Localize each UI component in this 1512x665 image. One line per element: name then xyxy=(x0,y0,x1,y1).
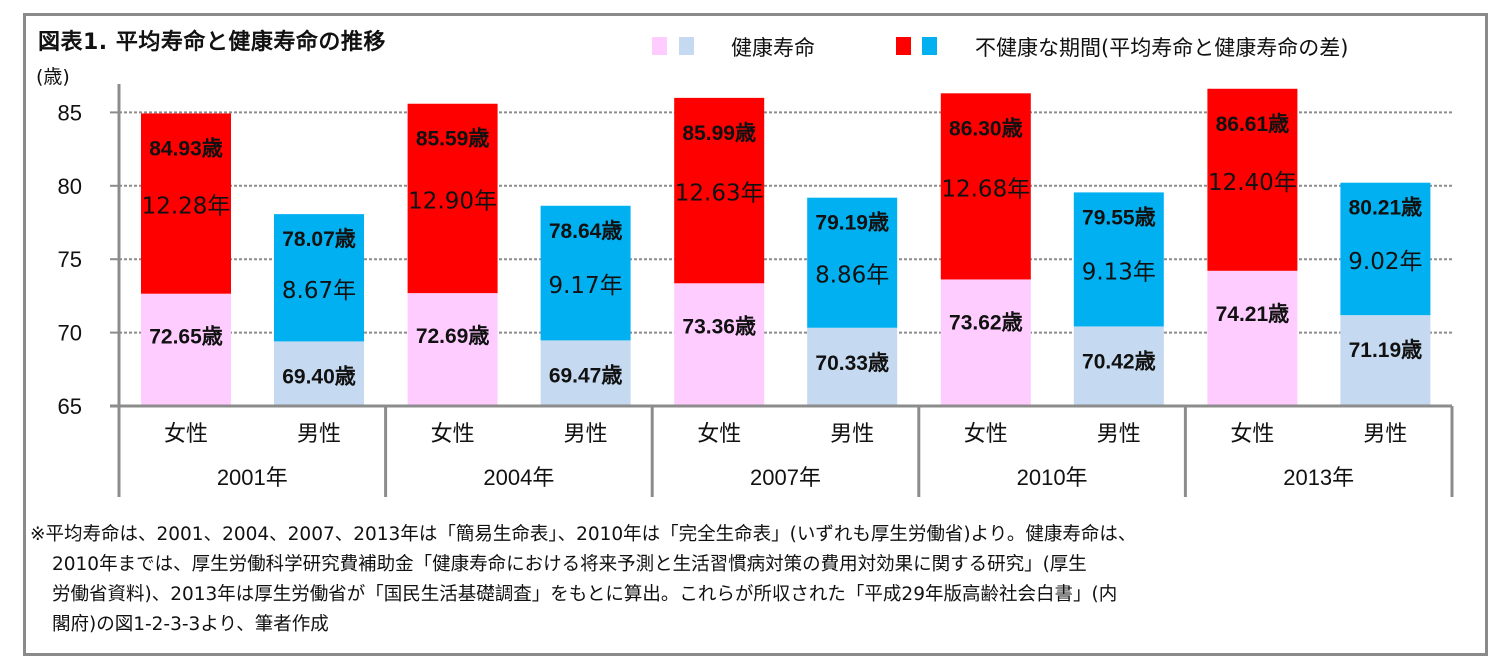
x-group-label: 2004年 xyxy=(483,465,554,490)
bar-segment-healthy xyxy=(540,340,631,406)
bar-segment-unhealthy xyxy=(1340,182,1431,316)
note-line: 労働省資料)、2013年は厚生労働省が「国民生活基礎調査」をもとに算出。これらが… xyxy=(52,584,1118,605)
bar-segment-unhealthy xyxy=(540,205,631,341)
note-line: 2010年までは、厚生労働科学研究費補助金「健康寿命における将来予測と生活習慣病… xyxy=(52,554,1087,575)
bar-segment-unhealthy xyxy=(1207,88,1298,271)
bar-segment-healthy xyxy=(407,293,498,406)
bar-segment-unhealthy xyxy=(674,97,765,284)
data-label-life-expectancy: 80.21歳 xyxy=(1349,197,1423,220)
bar-segment-healthy xyxy=(807,327,898,406)
x-group-label: 2001年 xyxy=(217,465,288,490)
bar-segment-unhealthy xyxy=(807,197,898,328)
y-tick-label: 75 xyxy=(58,247,82,272)
chart-title: 図表1. 平均寿命と健康寿命の推移 xyxy=(38,30,386,55)
data-labels: 84.93歳 12.28年 72.65歳 78.07歳 8.67年 69.40歳 85.59… xyxy=(142,113,1423,389)
y-tick-label: 80 xyxy=(58,174,82,199)
axes: 6570758085女性 男性2001年女性 男性2004年女性 男性2007年女性男… xyxy=(58,84,1454,497)
note-line: 閣府)の図1-2-3-3より、筆者作成 xyxy=(52,614,329,635)
legend-swatch-unhealthy-male xyxy=(922,37,937,55)
bar-segment-healthy xyxy=(141,293,231,406)
legend-swatch-unhealthy-female xyxy=(896,37,911,55)
x-subcategory-label: 女性 xyxy=(697,422,741,447)
data-label-unhealthy-years: 9.02年 xyxy=(1348,249,1422,275)
legend-label-unhealthy: 不健康な期間(平均寿命と健康寿命の差) xyxy=(975,36,1349,60)
data-label-life-expectancy: 86.61歳 xyxy=(1216,113,1290,136)
x-subcategory-label: 女性 xyxy=(164,422,208,447)
data-label-unhealthy-years: 12.90年 xyxy=(408,188,497,214)
data-label-life-expectancy: 78.64歳 xyxy=(549,220,623,243)
data-label-unhealthy-years: 12.68年 xyxy=(941,176,1030,202)
bar-segment-healthy xyxy=(1207,270,1298,406)
bar-segment-healthy xyxy=(1340,315,1431,406)
legend-label-healthy: 健康寿命 xyxy=(731,36,815,60)
data-label-healthy-life: 70.42歳 xyxy=(1082,350,1156,373)
note-line: ※平均寿命は、2001、2004、2007、2013年は「簡易生命表」、2010… xyxy=(30,524,1137,545)
data-label-unhealthy-years: 12.40年 xyxy=(1208,170,1297,196)
bars xyxy=(141,88,1431,406)
data-label-healthy-life: 69.40歳 xyxy=(282,365,356,388)
data-label-life-expectancy: 84.93歳 xyxy=(149,137,223,160)
data-label-unhealthy-years: 9.13年 xyxy=(1082,259,1156,285)
y-tick-label: 65 xyxy=(58,394,82,419)
data-label-unhealthy-years: 8.67年 xyxy=(282,278,356,304)
bar-segment-unhealthy xyxy=(1073,192,1164,327)
legend-swatch-healthy-female xyxy=(652,37,667,55)
data-label-healthy-life: 74.21歳 xyxy=(1216,303,1290,326)
data-label-healthy-life: 70.33歳 xyxy=(815,352,889,375)
x-subcategory-label: 男性 xyxy=(1097,422,1141,447)
x-subcategory-label: 男性 xyxy=(1363,422,1407,447)
data-label-healthy-life: 73.36歳 xyxy=(682,315,756,338)
source-note: ※平均寿命は、2001、2004、2007、2013年は「簡易生命表」、2010… xyxy=(30,520,1480,640)
x-subcategory-label: 男性 xyxy=(297,422,341,447)
data-label-healthy-life: 73.62歳 xyxy=(949,311,1023,334)
data-label-unhealthy-years: 12.28年 xyxy=(142,194,231,220)
data-label-life-expectancy: 85.59歳 xyxy=(416,128,490,151)
bar-segment-healthy xyxy=(274,341,364,406)
bar-segment-unhealthy xyxy=(407,103,498,294)
data-label-healthy-life: 72.65歳 xyxy=(149,326,223,349)
data-label-life-expectancy: 78.07歳 xyxy=(282,228,356,251)
data-label-unhealthy-years: 9.17年 xyxy=(548,273,622,299)
x-subcategory-label: 女性 xyxy=(1230,422,1274,447)
x-subcategory-label: 男性 xyxy=(564,422,608,447)
x-subcategory-label: 女性 xyxy=(964,422,1008,447)
bar-segment-healthy xyxy=(674,283,765,406)
x-group-label: 2007年 xyxy=(750,465,821,490)
x-subcategory-label: 女性 xyxy=(431,422,475,447)
data-label-life-expectancy: 79.55歳 xyxy=(1082,206,1156,229)
data-label-healthy-life: 72.69歳 xyxy=(416,325,490,348)
x-subcategory-label: 男性 xyxy=(830,422,874,447)
y-tick-label: 70 xyxy=(58,321,82,346)
x-group-label: 2010年 xyxy=(1017,465,1088,490)
data-label-life-expectancy: 85.99歳 xyxy=(682,122,756,145)
bar-segment-unhealthy xyxy=(940,93,1031,280)
data-label-unhealthy-years: 12.63年 xyxy=(675,181,764,207)
data-label-life-expectancy: 79.19歳 xyxy=(815,212,889,235)
x-group-label: 2013年 xyxy=(1283,465,1354,490)
y-tick-label: 85 xyxy=(58,100,82,125)
data-label-healthy-life: 71.19歳 xyxy=(1349,339,1423,362)
bar-segment-healthy xyxy=(940,279,1031,406)
legend-swatch-healthy-male xyxy=(679,37,694,55)
y-axis-unit: (歳) xyxy=(36,66,70,88)
bar-segment-unhealthy xyxy=(141,113,231,294)
data-label-life-expectancy: 86.30歳 xyxy=(949,117,1023,140)
bar-segment-healthy xyxy=(1073,326,1164,406)
data-label-healthy-life: 69.47歳 xyxy=(549,364,623,387)
data-label-unhealthy-years: 8.86年 xyxy=(815,263,889,289)
bar-segment-unhealthy xyxy=(274,214,364,342)
